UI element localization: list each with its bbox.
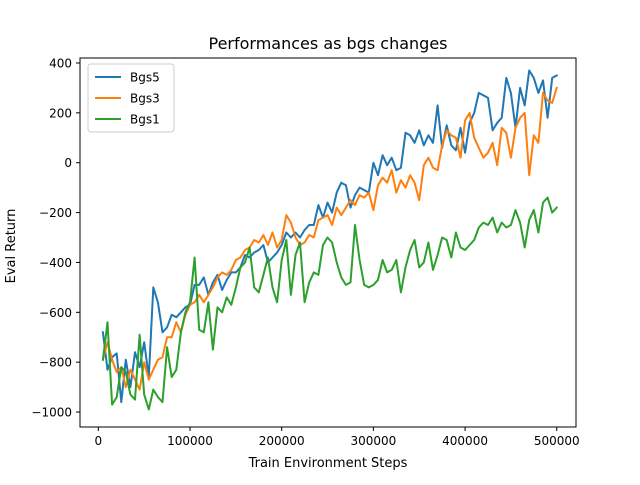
legend-box bbox=[87, 63, 175, 133]
series-line-bgs3 bbox=[101, 86, 558, 391]
y-tick-label: −1000 bbox=[31, 406, 72, 420]
axes: 0 100000 200000 300000 400000 500000 −1000 −800… bbox=[31, 56, 579, 448]
x-tick-label: 500000 bbox=[534, 434, 580, 448]
y-tick-label: −400 bbox=[39, 256, 72, 270]
x-tick-label: 300000 bbox=[350, 434, 396, 448]
y-tick-label: 400 bbox=[49, 56, 72, 70]
plot-lines bbox=[101, 69, 559, 411]
x-tick-label: 400000 bbox=[442, 434, 488, 448]
y-tick-label: 200 bbox=[49, 106, 72, 120]
y-tick-label: −800 bbox=[39, 356, 72, 370]
y-tick-label: 0 bbox=[64, 156, 72, 170]
legend-label-bgs1: Bgs1 bbox=[130, 113, 160, 127]
x-tick-label: 200000 bbox=[259, 434, 305, 448]
plot-frame bbox=[79, 57, 577, 428]
legend: Bgs5 Bgs3 Bgs1 bbox=[87, 63, 175, 133]
x-axis-label: Train Environment Steps bbox=[248, 456, 408, 471]
y-axis-label: Eval Return bbox=[4, 209, 19, 284]
legend-label-bgs5: Bgs5 bbox=[130, 71, 160, 85]
x-tick-label: 0 bbox=[95, 434, 103, 448]
series-line-bgs5 bbox=[101, 69, 559, 404]
chart-title: Performances as bgs changes bbox=[209, 34, 448, 53]
y-tick-label: −600 bbox=[39, 306, 72, 320]
series-line-bgs1 bbox=[101, 196, 559, 411]
y-tick-label: −200 bbox=[39, 206, 72, 220]
legend-label-bgs3: Bgs3 bbox=[130, 92, 160, 106]
x-tick-label: 100000 bbox=[167, 434, 213, 448]
